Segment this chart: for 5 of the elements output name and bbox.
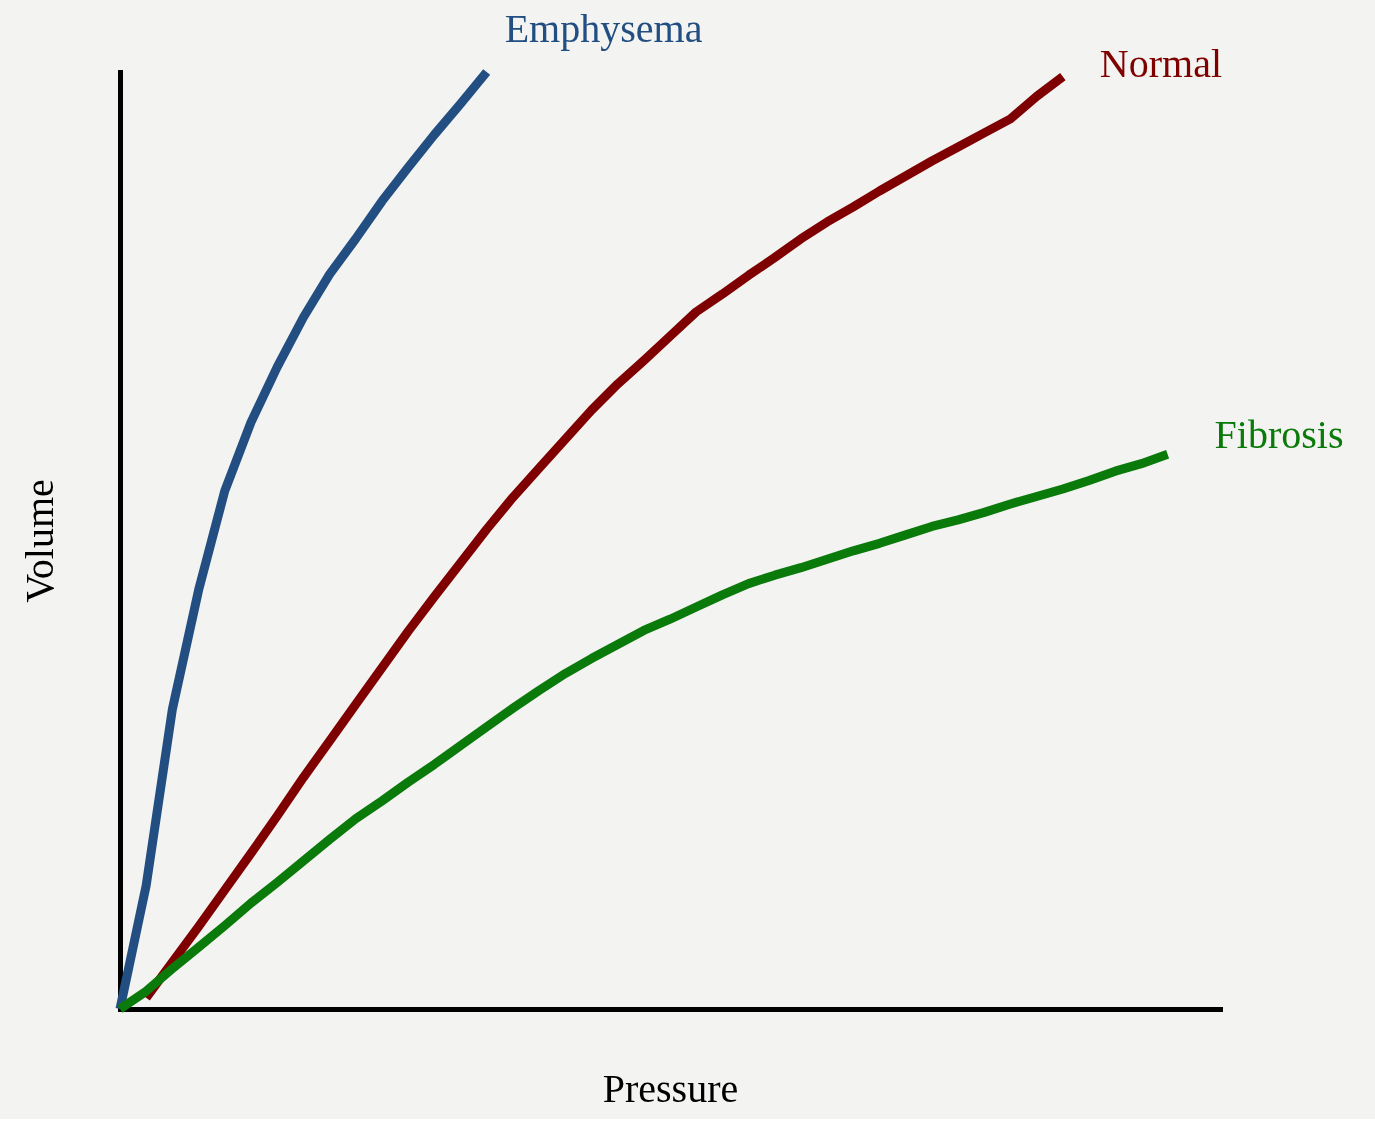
x-axis-title: Pressure — [602, 1065, 739, 1111]
series-label: Emphysema — [504, 6, 703, 51]
series-label: Normal — [1099, 40, 1223, 86]
y-axis-title: Volume — [16, 479, 62, 603]
series-label: Fibrosis — [1214, 412, 1344, 458]
